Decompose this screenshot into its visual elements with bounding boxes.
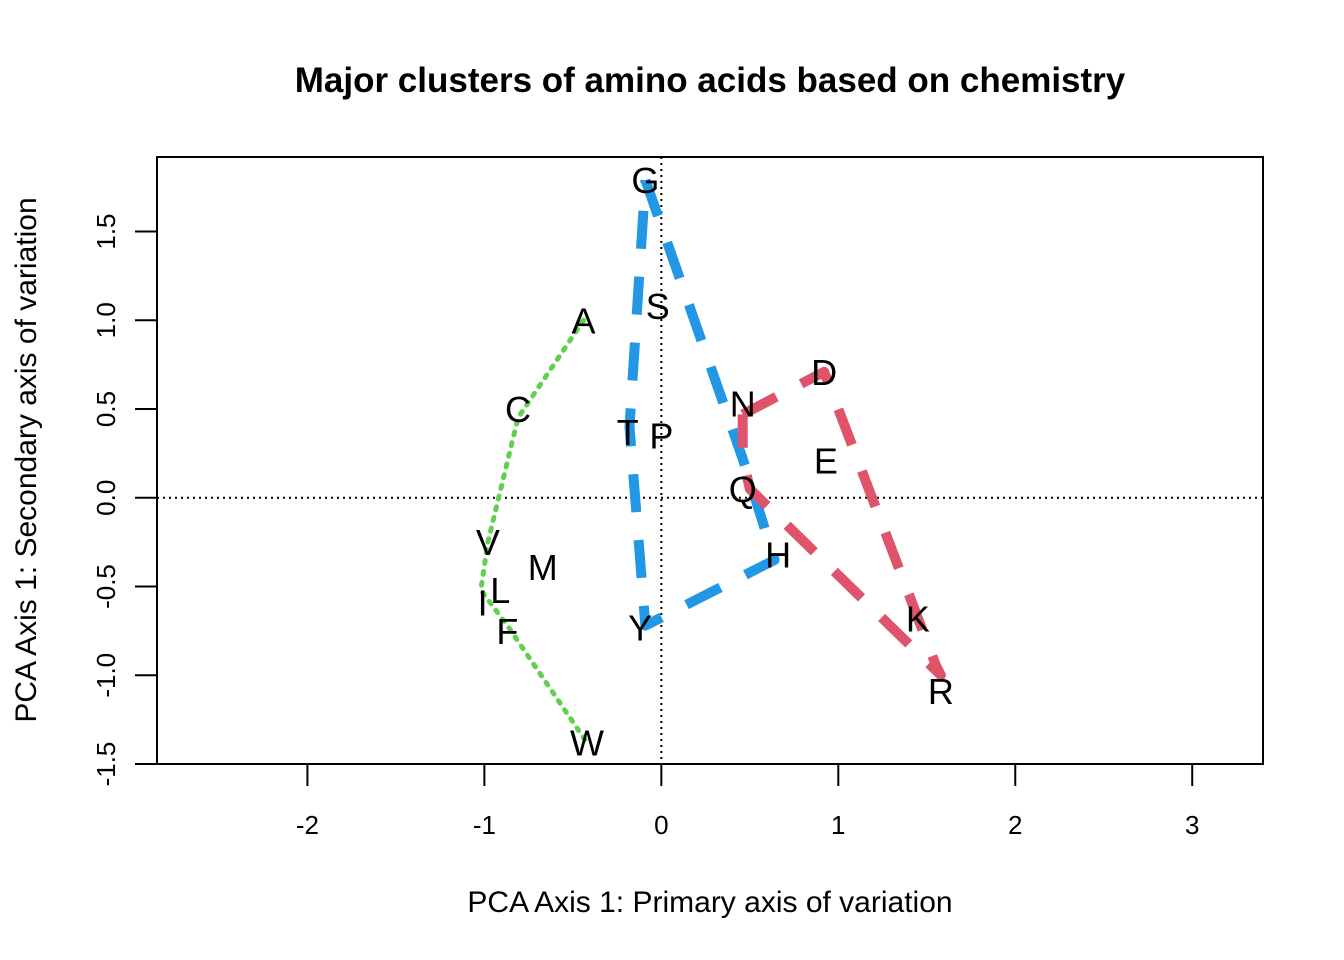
point-label-y: Y [628, 607, 652, 648]
point-label-m: M [528, 547, 558, 588]
y-tick-label: -1.5 [91, 742, 121, 787]
point-label-e: E [814, 441, 838, 482]
point-label-k: K [906, 598, 930, 639]
cluster-hulls [478, 178, 946, 746]
x-tick-label: 1 [831, 810, 845, 840]
y-tick-label: 1.5 [91, 213, 121, 249]
cluster-hull-3 [737, 366, 946, 681]
point-label-f: F [496, 611, 518, 652]
point-label-r: R [928, 671, 954, 712]
point-label-s: S [646, 286, 670, 327]
y-tick-label: 0.5 [91, 391, 121, 427]
y-axis-label: PCA Axis 1: Secondary axis of variation [10, 197, 43, 722]
point-label-v: V [476, 522, 500, 563]
point-label-n: N [730, 384, 756, 425]
cluster-hull-2 [624, 178, 780, 631]
point-label-a: A [571, 300, 595, 341]
x-tick-label: 3 [1185, 810, 1199, 840]
point-label-i: I [478, 582, 488, 623]
point-label-p: P [649, 416, 673, 457]
y-axis: -1.5 -1.0 -0.5 0.0 0.5 1.0 1.5 [91, 213, 158, 787]
y-tick-label: 0.0 [91, 480, 121, 516]
x-tick-label: -1 [473, 810, 496, 840]
point-label-c: C [505, 389, 531, 430]
plot-frame [156, 156, 1264, 765]
point-labels: G S A D N C T P E Q VM H LIF Y KR W [476, 160, 954, 764]
reference-lines [157, 157, 1263, 764]
y-tick-label: -1.0 [91, 653, 121, 698]
x-axis: -2 -1 0 1 2 3 [296, 763, 1199, 840]
point-label-q: Q [729, 469, 757, 510]
point-label-g: G [631, 160, 659, 201]
x-tick-label: -2 [296, 810, 319, 840]
point-label-t: T [617, 412, 639, 453]
y-tick-label: 1.0 [91, 302, 121, 338]
cluster-hull-1 [478, 317, 590, 746]
chart-title: Major clusters of amino acids based on c… [295, 61, 1126, 100]
x-tick-label: 2 [1008, 810, 1022, 840]
x-tick-label: 0 [654, 810, 668, 840]
point-label-h: H [765, 535, 791, 576]
y-tick-label: -0.5 [91, 564, 121, 609]
point-label-l: L [490, 570, 510, 611]
point-label-d: D [811, 352, 837, 393]
point-label-w: W [570, 723, 604, 764]
x-axis-label: PCA Axis 1: Primary axis of variation [467, 886, 952, 919]
